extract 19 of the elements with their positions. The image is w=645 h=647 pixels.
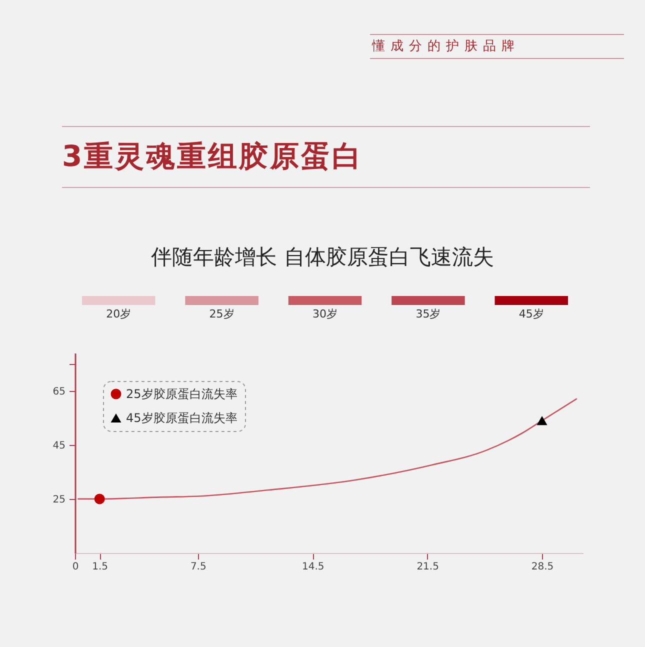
x-tick-label: 28.5 <box>531 562 554 572</box>
x-tick-label: 30岁 <box>312 308 338 320</box>
x-tick-label: 45岁 <box>518 308 544 320</box>
x-tick-label: 0 <box>72 562 79 572</box>
x-tick-label: 14.5 <box>302 562 324 572</box>
x-tick-label: 7.5 <box>190 562 206 572</box>
x-tick-label: 21.5 <box>416 562 439 572</box>
text: 懂成分的护肤品牌 <box>370 34 624 59</box>
x-tick-label: 35岁 <box>416 308 441 320</box>
legend-label: 45岁胶原蛋白流失率 <box>126 411 238 425</box>
x-tick-label: 20岁 <box>106 308 132 320</box>
x-tick-label: 1.5 <box>92 562 108 572</box>
y-tick-label: 25 <box>52 494 66 506</box>
y-tick-label: 45 <box>52 440 66 452</box>
chart-subtitle: 伴随年龄增长 自体胶原蛋白飞速流失 <box>150 244 495 271</box>
x-tick-label: 25岁 <box>209 308 234 320</box>
y-tick-label: 65 <box>52 386 66 398</box>
legend-label: 25岁胶原蛋白流失率 <box>126 387 238 401</box>
chart-title: 3重灵魂重组胶原蛋白 <box>62 126 590 188</box>
